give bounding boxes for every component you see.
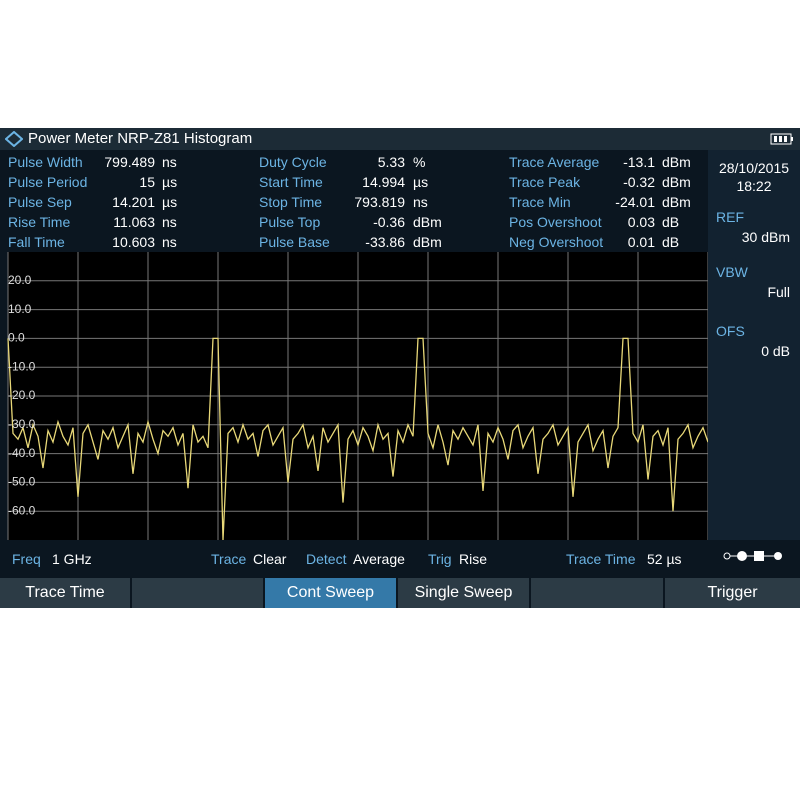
softkey[interactable]: Cont Sweep <box>265 578 396 608</box>
softkey[interactable]: Trace Time <box>0 578 130 608</box>
measurement-unit: dB <box>662 234 680 250</box>
measurement-unit: dBm <box>662 174 691 190</box>
status-value: Rise <box>459 551 488 567</box>
measurement-value: -13.1 <box>623 154 655 170</box>
vbw-value: Full <box>767 284 790 300</box>
softkey[interactable]: Trigger <box>665 578 800 608</box>
status-value: 1 GHz <box>52 551 92 567</box>
measurement-label: Pulse Width <box>8 154 83 170</box>
measurement-unit: dB <box>662 214 680 230</box>
measurement-label: Trace Min <box>509 194 571 210</box>
date: 28/10/2015 <box>718 160 790 176</box>
y-tick-label: -50.0 <box>8 475 36 489</box>
measurement-value: 793.819 <box>354 194 405 210</box>
measurement-value: 10.603 <box>112 234 155 250</box>
measurement-value: 5.33 <box>377 154 405 170</box>
measurement-unit: dBm <box>662 154 691 170</box>
measurement-unit: µs <box>162 174 178 190</box>
measurement-value: 0.03 <box>627 214 655 230</box>
side-panel <box>708 150 800 540</box>
measurement-unit: dBm <box>413 214 442 230</box>
ofs-value: 0 dB <box>761 343 790 359</box>
y-tick-label: 20.0 <box>8 273 32 287</box>
time: 18:22 <box>736 178 772 194</box>
measurement-value: 799.489 <box>104 154 155 170</box>
status-label: Trace <box>211 551 247 567</box>
measurement-label: Pos Overshoot <box>509 214 602 230</box>
y-tick-label: -40.0 <box>8 446 36 460</box>
status-value: Clear <box>253 551 287 567</box>
status-label: Trace Time <box>566 551 636 567</box>
measurement-label: Fall Time <box>8 234 65 250</box>
y-tick-label: 10.0 <box>8 302 32 316</box>
trace <box>7 337 708 540</box>
y-tick-label: -10.0 <box>8 359 36 373</box>
status-label: Detect <box>306 551 347 567</box>
ofs-label: OFS <box>716 323 745 339</box>
measurement-label: Start Time <box>259 174 323 190</box>
measurement-value: 14.201 <box>112 194 155 210</box>
measurement-label: Trace Average <box>509 154 600 170</box>
measurement-label: Stop Time <box>259 194 323 210</box>
status-value: 52 µs <box>647 551 682 567</box>
measurement-unit: dBm <box>413 234 442 250</box>
status-value: Average <box>353 551 405 567</box>
status-label: Trig <box>428 551 452 567</box>
measurement-value: 11.063 <box>113 214 155 230</box>
y-tick-label: 0.0 <box>8 331 25 345</box>
instrument-screen: Power Meter NRP-Z81 Histogram 28/10/2015… <box>0 128 800 608</box>
ref-label: REF <box>716 209 744 225</box>
measurement-label: Duty Cycle <box>259 154 327 170</box>
measurement-value: -24.01 <box>615 194 655 210</box>
measurement-label: Pulse Top <box>259 214 321 230</box>
connection-icon <box>723 551 782 561</box>
vbw-label: VBW <box>716 264 748 280</box>
logo <box>5 131 23 147</box>
measurement-label: Pulse Sep <box>8 194 72 210</box>
measurement-unit: ns <box>162 214 177 230</box>
measurement-unit: % <box>413 154 426 170</box>
ref-value: 30 dBm <box>741 229 790 245</box>
measurement-value: -0.32 <box>623 174 655 190</box>
y-tick-label: -20.0 <box>8 388 36 402</box>
softkey[interactable] <box>531 578 663 608</box>
measurement-unit: dBm <box>662 194 691 210</box>
measurement-label: Rise Time <box>8 214 71 230</box>
softkey[interactable]: Single Sweep <box>398 578 529 608</box>
measurement-value: -33.86 <box>365 234 405 250</box>
measurement-value: -0.36 <box>373 214 405 230</box>
measurement-label: Pulse Base <box>259 234 330 250</box>
measurement-label: Pulse Period <box>8 174 88 190</box>
battery-icon <box>770 133 793 145</box>
status-label: Freq <box>12 551 41 567</box>
measurement-unit: µs <box>413 174 429 190</box>
y-tick-label: -60.0 <box>8 503 36 517</box>
measurement-unit: µs <box>162 194 178 210</box>
measurement-value: 15 <box>139 174 155 190</box>
measurement-value: 0.01 <box>627 234 655 250</box>
measurement-label: Trace Peak <box>509 174 581 190</box>
measurement-value: 14.994 <box>362 174 405 190</box>
measurement-unit: ns <box>413 194 428 210</box>
softkey[interactable] <box>132 578 263 608</box>
chart: 20.0 10.0 0.0 -10.0 -20.0 -30.0 -40.0 -50.0 -60.… <box>7 252 708 540</box>
title-bar <box>0 128 800 150</box>
y-tick-label: -30.0 <box>8 417 36 431</box>
measurement-label: Neg Overshoot <box>509 234 604 250</box>
screen-title: Power Meter NRP-Z81 Histogram <box>28 130 253 147</box>
measurement-unit: ns <box>162 234 177 250</box>
measurement-unit: ns <box>162 154 177 170</box>
